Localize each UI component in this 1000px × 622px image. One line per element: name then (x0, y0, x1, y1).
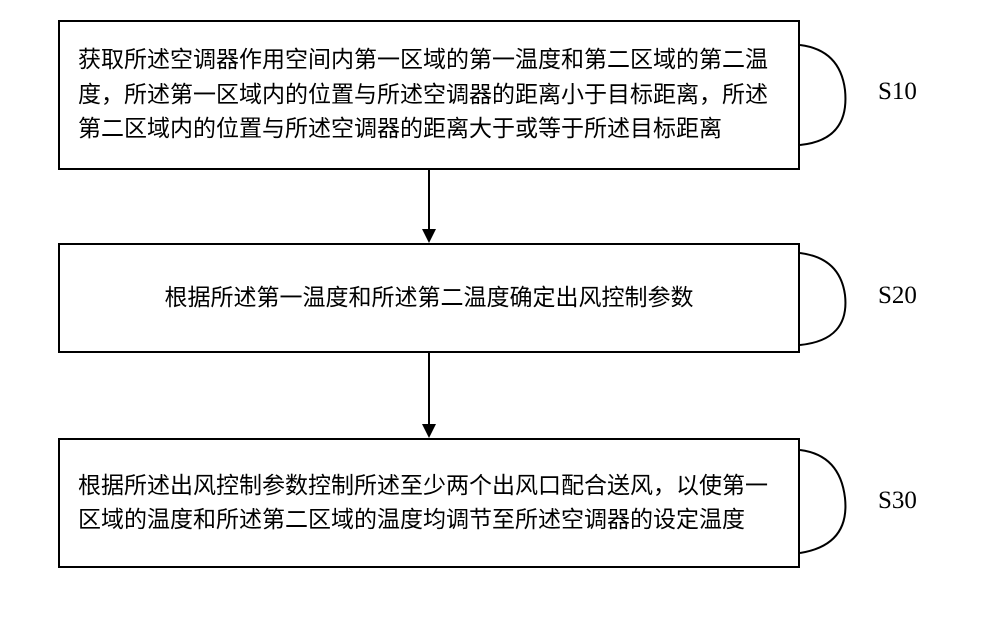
step-text-s10: 获取所述空调器作用空间内第一区域的第一温度和第二区域的第二温度，所述第一区域内的… (78, 43, 780, 147)
step-box-s20: 根据所述第一温度和所述第二温度确定出风控制参数 (58, 243, 800, 353)
arrow-head-2 (422, 424, 436, 438)
arrow-line-1 (428, 170, 430, 229)
arrow-head-1 (422, 229, 436, 243)
step-text-s20: 根据所述第一温度和所述第二温度确定出风控制参数 (165, 281, 694, 316)
step-label-s20: S20 (878, 282, 917, 310)
flowchart-container: 获取所述空调器作用空间内第一区域的第一温度和第二区域的第二温度，所述第一区域内的… (0, 0, 1000, 622)
arrow-line-2 (428, 353, 430, 424)
step-box-s30: 根据所述出风控制参数控制所述至少两个出风口配合送风，以使第一区域的温度和所述第二… (58, 438, 800, 568)
curve-s20 (800, 250, 880, 350)
step-label-s10: S10 (878, 78, 917, 106)
step-label-s30: S30 (878, 487, 917, 515)
step-box-s10: 获取所述空调器作用空间内第一区域的第一温度和第二区域的第二温度，所述第一区域内的… (58, 20, 800, 170)
curve-s10 (800, 40, 880, 150)
step-text-s30: 根据所述出风控制参数控制所述至少两个出风口配合送风，以使第一区域的温度和所述第二… (78, 469, 780, 538)
curve-s30 (800, 445, 880, 555)
